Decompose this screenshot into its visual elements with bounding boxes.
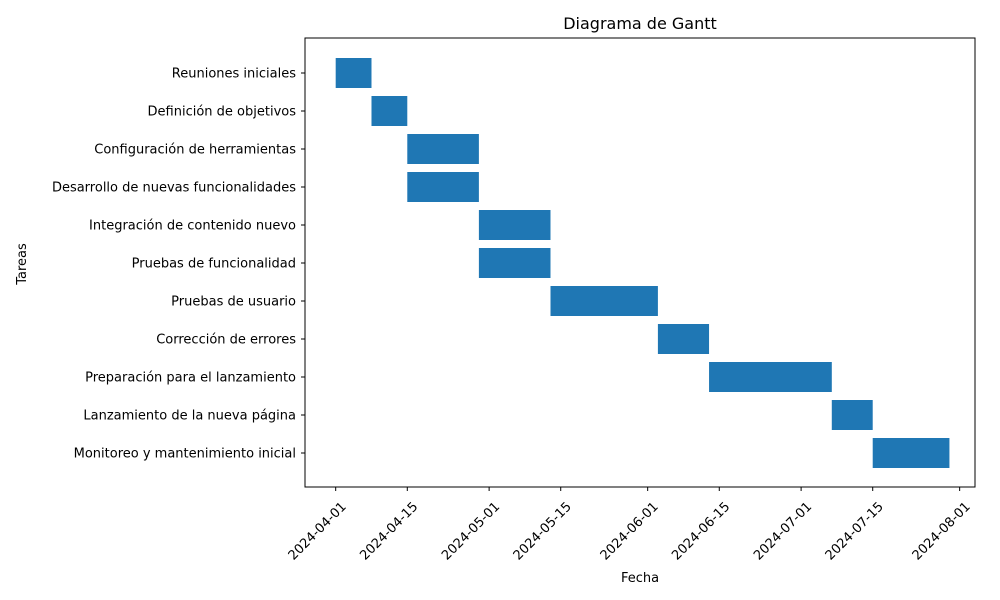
gantt-bar xyxy=(335,58,372,88)
y-tick-label: Lanzamiento de la nueva página xyxy=(83,409,296,424)
x-tick-label: 2024-07-01 xyxy=(751,499,815,563)
gantt-bar xyxy=(831,400,873,430)
x-axis-ticks: 2024-04-01 2024-04-15 2024-05-01 2024-05-15… xyxy=(286,487,974,563)
gantt-bar xyxy=(872,438,950,468)
x-tick-label: 2024-07-15 xyxy=(823,499,887,563)
plot-frame xyxy=(304,37,976,488)
x-tick-label: 2024-04-01 xyxy=(286,499,350,563)
y-tick-label: Pruebas de funcionalidad xyxy=(132,257,296,272)
y-tick-label: Monitoreo y mantenimiento inicial xyxy=(74,447,296,462)
x-tick-label: 2024-05-15 xyxy=(511,499,575,563)
y-axis-ticks: Reuniones iniciales Definición de objetiv… xyxy=(52,67,305,462)
y-tick-label: Integración de contenido nuevo xyxy=(89,219,296,234)
x-axis-title: Fecha xyxy=(621,571,659,586)
y-axis-title: Tareas xyxy=(15,243,30,286)
chart-title: Diagrama de Gantt xyxy=(563,14,717,33)
x-tick-label: 2024-06-15 xyxy=(669,499,733,563)
y-tick-label: Definición de objetivos xyxy=(148,105,297,120)
x-tick-label: 2024-06-01 xyxy=(598,499,662,563)
y-tick-label: Preparación para el lanzamiento xyxy=(85,371,296,386)
gantt-bar xyxy=(709,362,832,392)
bars-layer xyxy=(335,58,950,468)
y-tick-label: Reuniones iniciales xyxy=(172,67,296,82)
gantt-bar xyxy=(550,286,658,316)
gantt-bar xyxy=(478,210,551,240)
gantt-bar xyxy=(371,96,408,126)
y-tick-label: Corrección de errores xyxy=(156,333,296,348)
gantt-bar xyxy=(407,172,479,202)
x-tick-label: 2024-04-15 xyxy=(357,499,421,563)
x-tick-label: 2024-08-01 xyxy=(910,499,974,563)
y-tick-label: Desarrollo de nuevas funcionalidades xyxy=(52,181,296,196)
y-tick-label: Pruebas de usuario xyxy=(171,295,296,310)
x-tick-label: 2024-05-01 xyxy=(439,499,503,563)
gantt-bar xyxy=(657,324,710,354)
gantt-bar xyxy=(478,248,551,278)
gantt-bar xyxy=(407,134,479,164)
y-tick-label: Configuración de herramientas xyxy=(94,143,296,158)
